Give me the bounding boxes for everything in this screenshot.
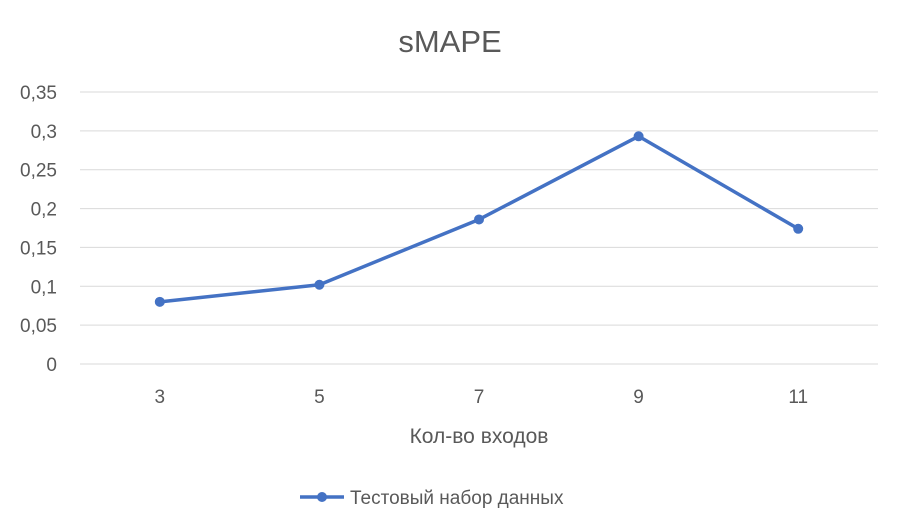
- x-tick-label: 11: [788, 387, 808, 408]
- chart-title: sMAPE: [398, 24, 501, 59]
- data-point: [793, 223, 804, 234]
- data-point: [314, 279, 325, 290]
- y-axis-ticks: 0 0,05 0,1 0,15 0,2 0,25 0,3 0,35: [20, 83, 57, 376]
- x-tick-label: 5: [314, 387, 325, 408]
- y-tick-label: 0,35: [20, 83, 57, 104]
- legend: Тестовый набор данных: [300, 488, 564, 509]
- y-tick-label: 0,3: [31, 122, 57, 143]
- data-point: [474, 214, 484, 225]
- legend-label: Тестовый набор данных: [350, 488, 564, 509]
- x-axis-label: Кол-во входов: [410, 425, 549, 448]
- x-tick-label: 3: [155, 387, 166, 408]
- x-tick-label: 9: [633, 387, 644, 408]
- y-tick-label: 0: [46, 355, 57, 376]
- x-tick-label: 7: [474, 387, 485, 408]
- data-point: [633, 131, 644, 142]
- data-point: [154, 296, 165, 307]
- series-layer: [154, 131, 804, 307]
- x-axis-ticks: 3 5 7 9 11: [155, 387, 809, 408]
- y-tick-label: 0,25: [20, 161, 57, 182]
- y-tick-label: 0,15: [20, 238, 57, 259]
- y-tick-label: 0,1: [31, 277, 57, 298]
- y-tick-label: 0,05: [20, 316, 57, 337]
- gridlines: [80, 91, 878, 365]
- legend-marker-swatch: [317, 492, 327, 502]
- y-tick-label: 0,2: [31, 200, 57, 221]
